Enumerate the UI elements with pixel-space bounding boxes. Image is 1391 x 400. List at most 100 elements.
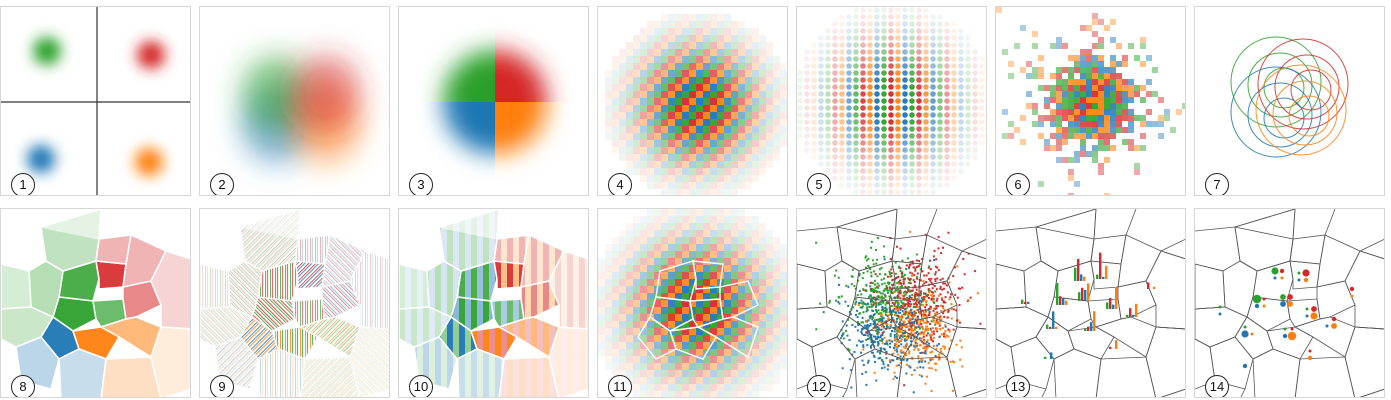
weave-cell	[682, 14, 689, 21]
weave-cell	[654, 209, 661, 216]
scatter-point	[899, 291, 902, 294]
weave-cell	[682, 244, 689, 251]
weave-pixel	[1098, 55, 1104, 61]
weave-dot	[846, 105, 852, 111]
scatter-point	[899, 306, 902, 309]
weave-cell	[731, 119, 738, 126]
weave-cell	[710, 279, 717, 286]
weave-cell	[647, 293, 654, 300]
weave-dot	[853, 175, 859, 181]
weave-pixel	[1098, 133, 1104, 139]
scatter-point	[881, 316, 884, 319]
scatter-point	[869, 323, 872, 326]
scatter-point	[915, 299, 918, 302]
scatter-point	[851, 323, 854, 326]
weave-pixel	[1056, 73, 1062, 79]
weave-cell	[710, 140, 717, 147]
weave-cell	[731, 182, 738, 189]
weave-cell	[696, 251, 703, 258]
weave-cell	[759, 63, 766, 70]
weave-dot	[818, 35, 824, 41]
weave-cell	[675, 342, 682, 349]
scatter-point	[936, 330, 939, 333]
weave-cell	[668, 189, 675, 195]
weave-dot	[979, 133, 985, 139]
weave-cell	[738, 237, 745, 244]
weave-cell	[640, 356, 647, 363]
scatter-point	[894, 324, 897, 327]
weave-dot	[930, 98, 936, 104]
weave-dot	[853, 98, 859, 104]
weave-cell	[647, 91, 654, 98]
weave-cell	[766, 314, 773, 321]
weave-pixel	[1056, 43, 1062, 49]
scatter-point	[939, 287, 942, 290]
scatter-point	[932, 298, 935, 301]
weave-dot	[902, 28, 908, 34]
weave-dot	[825, 77, 831, 83]
scatter-point	[906, 325, 909, 328]
weave-cell	[745, 265, 752, 272]
scatter-point	[899, 334, 902, 337]
weave-dot	[895, 42, 901, 48]
weave-dot	[846, 28, 852, 34]
scatter-point	[962, 258, 965, 261]
weave-cell	[710, 154, 717, 161]
weave-cell	[724, 265, 731, 272]
scatter-point	[922, 315, 925, 318]
scatter-point	[910, 314, 913, 317]
scatter-point	[874, 273, 877, 276]
weave-cell	[766, 265, 773, 272]
weave-cell	[745, 391, 752, 397]
weave-cell	[619, 307, 626, 314]
weave-dot	[860, 154, 866, 160]
scatter-point	[933, 313, 936, 316]
weave-cell	[661, 175, 668, 182]
weave-cell	[787, 119, 788, 126]
weave-dot	[937, 147, 943, 153]
scatter-point	[890, 321, 893, 324]
scatter-point	[930, 277, 933, 280]
weave-cell	[689, 140, 696, 147]
weave-pixel	[1092, 55, 1098, 61]
weave-pixel	[1092, 43, 1098, 49]
weave-cell	[626, 279, 633, 286]
weave-cell	[724, 21, 731, 28]
scatter-point	[873, 289, 876, 292]
weave-cell	[661, 293, 668, 300]
bar-glyph	[1062, 298, 1065, 305]
panel-number-badge: 11	[608, 375, 632, 397]
scatter-point	[929, 306, 932, 309]
weave-cell	[787, 349, 788, 356]
scatter-point	[884, 273, 887, 276]
weave-cell	[612, 370, 619, 377]
voronoi-cell	[548, 326, 588, 397]
weave-cell	[605, 328, 612, 335]
weave-dot	[811, 98, 817, 104]
weave-dot	[923, 14, 929, 20]
weave-cell	[619, 314, 626, 321]
weave-cell	[689, 42, 696, 49]
dot-weaving-plot	[797, 7, 985, 195]
weave-cell	[654, 56, 661, 63]
scatter-point	[871, 287, 874, 290]
weave-cell	[612, 77, 619, 84]
weave-cell	[640, 161, 647, 168]
scatter-point	[881, 292, 884, 295]
scatter-point	[917, 348, 920, 351]
weave-cell	[605, 300, 612, 307]
weave-cell	[752, 112, 759, 119]
weave-pixel	[1092, 157, 1098, 163]
weave-cell	[619, 328, 626, 335]
scatter-point	[871, 305, 874, 308]
weave-cell	[766, 272, 773, 279]
scatter-point	[874, 335, 877, 338]
weave-cell	[752, 168, 759, 175]
weave-cell	[633, 105, 640, 112]
weave-cell	[661, 349, 668, 356]
weave-cell	[745, 91, 752, 98]
scatter-point	[850, 275, 853, 278]
weave-cell	[689, 391, 696, 397]
scatter-point	[844, 300, 847, 303]
weave-cell	[710, 223, 717, 230]
